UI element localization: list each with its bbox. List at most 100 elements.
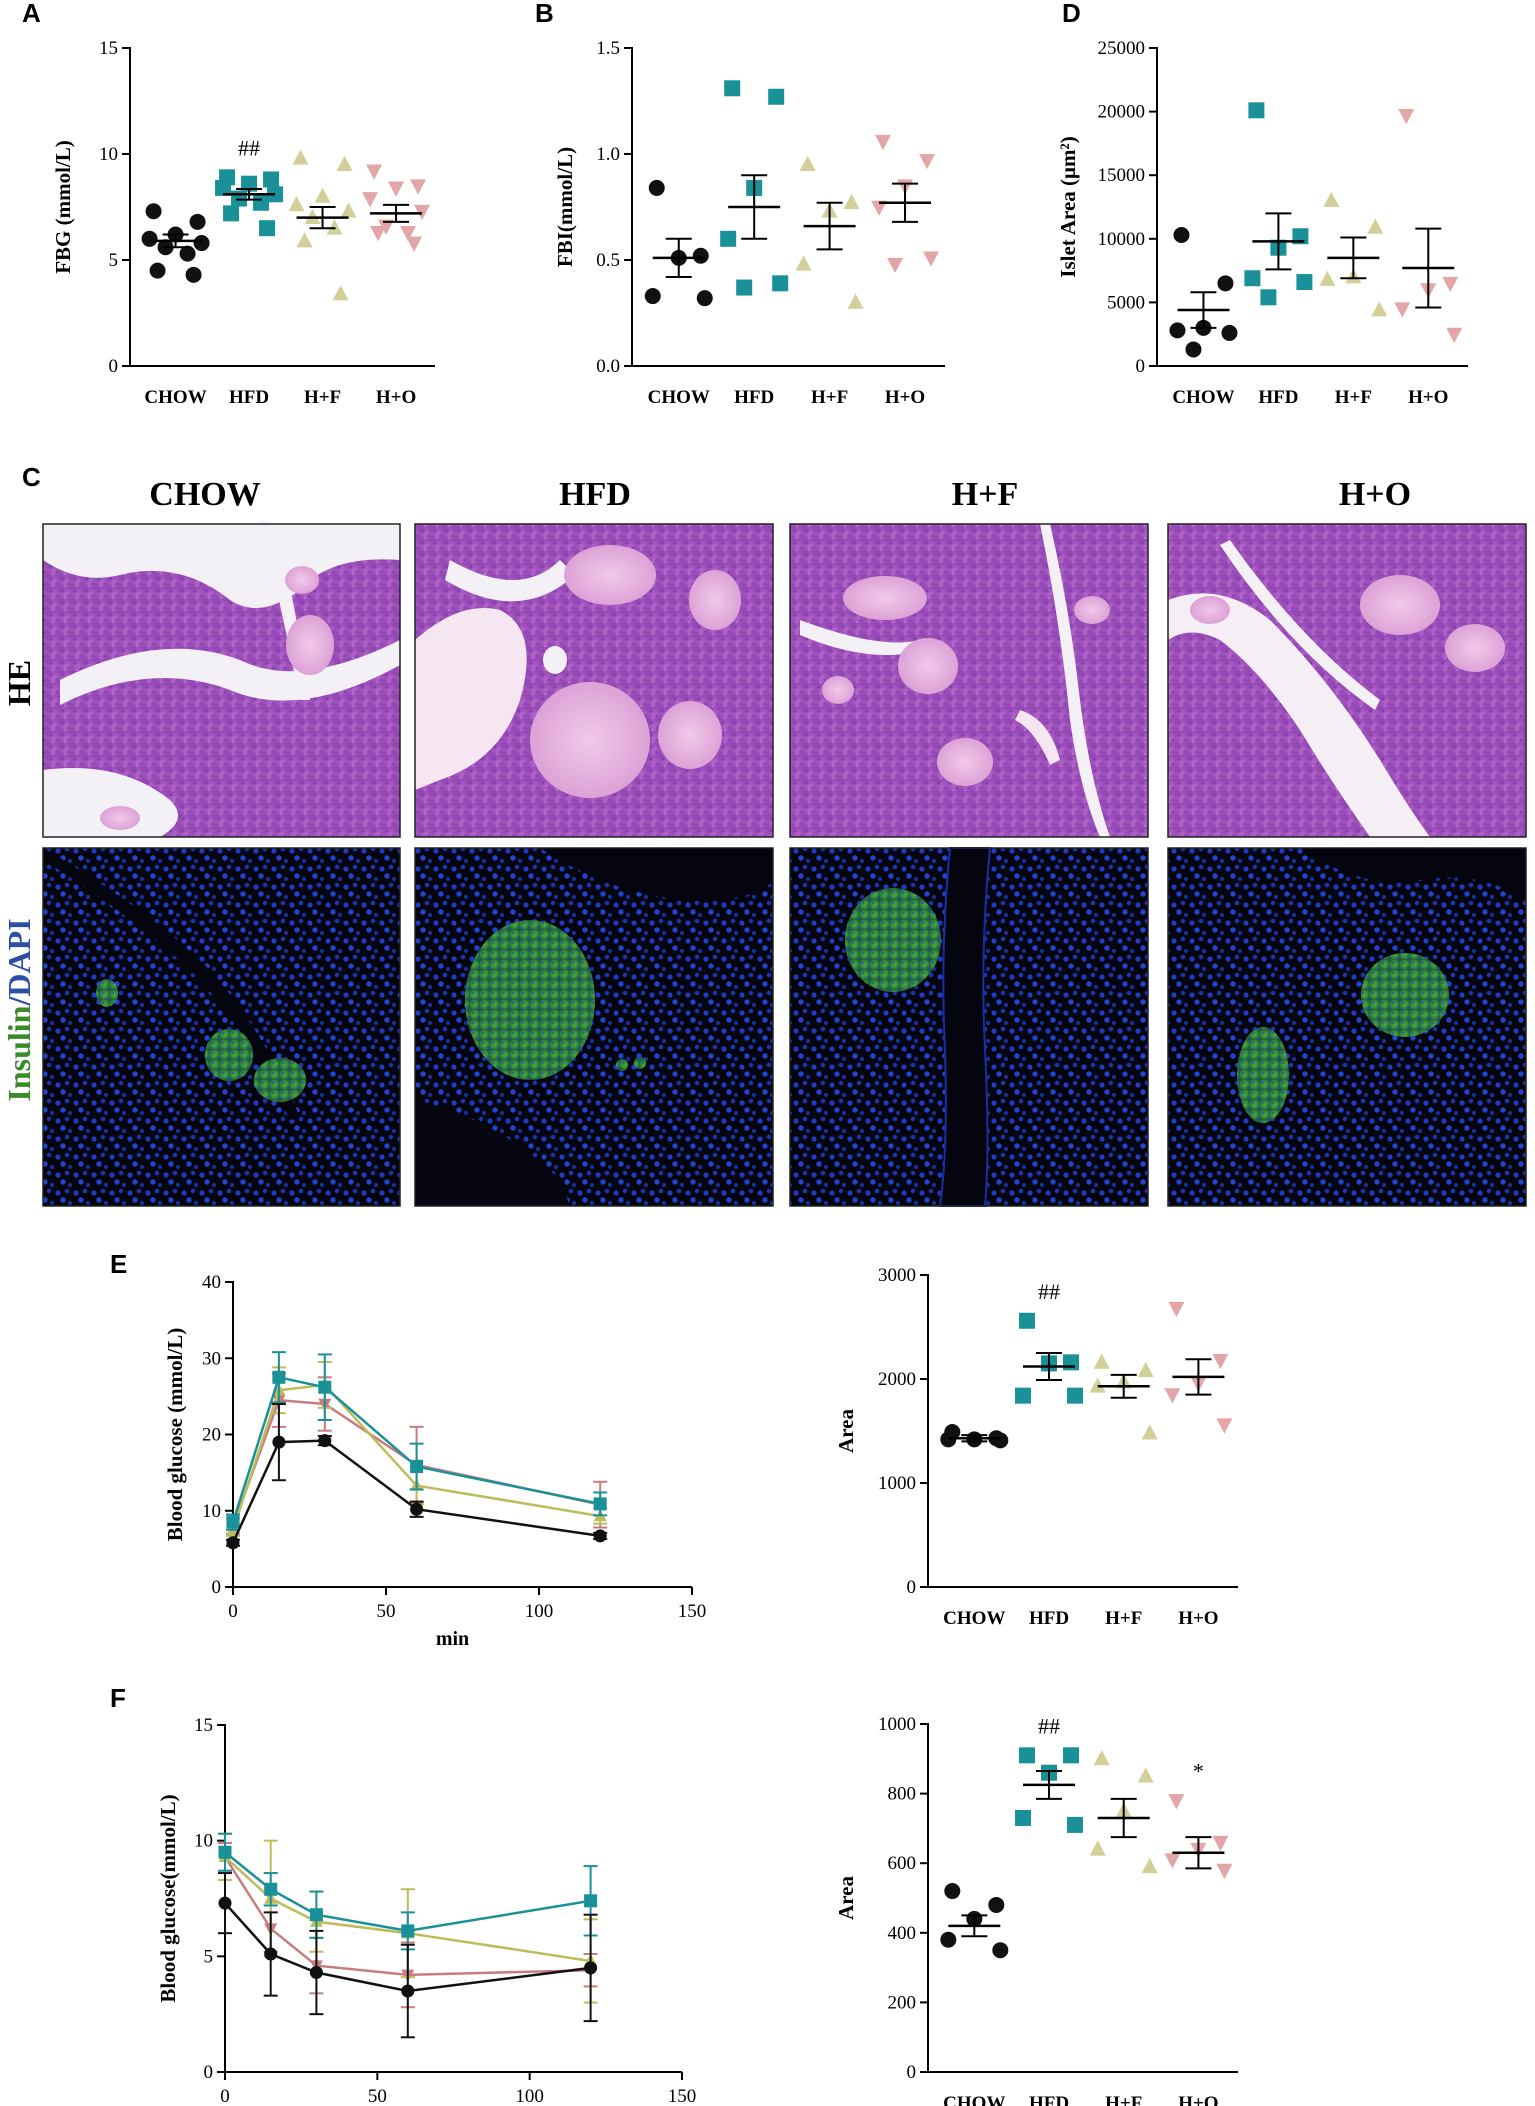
series-hfd-point <box>410 1460 424 1474</box>
data-point-hf <box>1367 218 1384 234</box>
panel-letter-f: F <box>110 1683 126 1713</box>
x-tick-label: 50 <box>377 1601 396 1622</box>
x-tick-label: 0 <box>228 1601 238 1622</box>
row-title-sep: / <box>1 996 37 1007</box>
data-point-chow <box>940 1931 957 1948</box>
data-point-ho <box>1168 1301 1185 1318</box>
y-tick-label: 1.0 <box>596 144 620 165</box>
y-tick-label: 5 <box>204 1946 214 1967</box>
significance-mark: ## <box>1038 1713 1060 1738</box>
data-point-hfd <box>263 171 280 188</box>
row-title-he: HE <box>1 660 37 706</box>
x-category-label: H+O <box>376 387 416 408</box>
data-point-hfd <box>253 194 270 211</box>
data-point-ho <box>1216 1418 1233 1434</box>
data-point-chow <box>185 266 202 283</box>
chart-e-area: 0 1000 2000 3000 Area CHOW HFD H+F H+O ## <box>834 1265 1238 1629</box>
y-tick-label: 600 <box>888 1853 917 1874</box>
y-axis-title: FBG (mmol/L) <box>51 140 75 274</box>
series-chow-point <box>272 1435 286 1449</box>
y-tick-label: 0 <box>907 2062 917 2083</box>
data-point-ho <box>1216 1863 1233 1879</box>
data-point-ho <box>1212 1353 1229 1370</box>
y-axis-title: Islet Area (μm²) <box>1056 136 1080 277</box>
series-chow-point <box>593 1529 607 1543</box>
series-hfd-point <box>309 1908 323 1922</box>
chart-f-area: 0 200 400 600 800 1000 Area CHOW HFD H+F H+O ## * <box>834 1713 1238 2106</box>
if-image-ho <box>1167 847 1527 1207</box>
series-chow-point <box>264 1947 278 1961</box>
x-category-label: CHOW <box>1172 387 1234 408</box>
row-title-dapi: DAPI <box>1 918 37 996</box>
x-category-label: CHOW <box>943 2093 1005 2106</box>
x-category-label: H+O <box>1178 1608 1218 1629</box>
y-tick-label: 200 <box>888 1992 917 2013</box>
x-category-label: HFD <box>1029 2093 1069 2106</box>
y-tick-label: 40 <box>202 1272 221 1293</box>
data-point-ho <box>887 257 904 274</box>
y-tick-label: 1.5 <box>596 38 620 59</box>
data-point-ho <box>388 181 405 197</box>
column-title-ho: H+O <box>1339 476 1411 513</box>
data-point-hfd <box>231 190 248 207</box>
x-category-label: H+F <box>1105 2093 1142 2106</box>
charts-layer: 0 5 10 15 FBG (mmol/L) CHOW HFD H+F H+O ## A 0.0 0.5… <box>22 0 1468 2106</box>
data-point-hf <box>292 149 309 165</box>
data-point-ho <box>366 164 383 180</box>
data-point-hfd <box>1015 1809 1032 1826</box>
x-tick-label: 100 <box>515 2086 544 2106</box>
row-title-insulin-dapi: Insulin/DAPI <box>1 918 37 1101</box>
data-point-chow <box>189 213 206 230</box>
y-tick-label: 15000 <box>1098 165 1146 186</box>
data-point-hfd <box>1248 102 1265 119</box>
data-point-ho <box>1446 327 1463 343</box>
y-tick-label: 3000 <box>878 1265 916 1286</box>
data-point-hfd <box>1015 1387 1032 1404</box>
y-tick-label: 15 <box>99 38 118 59</box>
data-point-ho <box>1394 302 1411 318</box>
x-category-label: H+F <box>1335 387 1372 408</box>
data-point-chow <box>149 262 166 279</box>
y-tick-label: 1000 <box>878 1473 916 1494</box>
data-point-chow <box>992 1432 1009 1449</box>
y-tick-label: 10000 <box>1098 229 1146 250</box>
data-point-hfd <box>1260 289 1277 306</box>
data-point-ho <box>362 192 379 208</box>
y-tick-label: 5000 <box>1107 292 1145 313</box>
data-point-hfd <box>768 88 785 105</box>
data-point-chow <box>1185 341 1202 358</box>
panel-letter-b: B <box>535 0 554 28</box>
if-image-chow <box>42 847 401 1207</box>
x-tick-label: 0 <box>220 2086 230 2106</box>
y-axis-title: Blood glucose(mmol/L) <box>156 1794 180 2002</box>
chart-e-curve: 0 10 20 30 40 Blood glucose (mmol/L) 0 50 100 150… <box>110 1249 706 1650</box>
data-point-ho <box>406 236 423 252</box>
y-tick-label: 2000 <box>878 1369 916 1390</box>
x-axis-title: min <box>436 1628 469 1650</box>
histology-panel: C CHOW HFD H+F H+O HE Insulin/DAPI <box>1 462 1527 1207</box>
data-point-chow <box>944 1883 961 1900</box>
chart-d: 0 5000 10000 15000 20000 25000 Islet Area (μm²… <box>1056 0 1468 408</box>
data-point-chow <box>1221 324 1238 341</box>
data-point-chow <box>1169 322 1186 339</box>
y-tick-label: 0 <box>907 1577 917 1598</box>
significance-mark: ## <box>238 135 260 160</box>
data-point-hf <box>332 285 349 301</box>
y-tick-label: 25000 <box>1098 38 1146 59</box>
data-point-hf <box>314 187 331 203</box>
data-point-hfd <box>1067 1816 1084 1833</box>
data-point-hfd <box>1067 1387 1084 1404</box>
data-point-hfd <box>736 279 753 296</box>
data-point-ho <box>1398 109 1415 125</box>
panel-letter-d: D <box>1062 0 1081 28</box>
he-image-chow <box>42 520 401 838</box>
x-category-label: CHOW <box>943 1608 1005 1629</box>
data-point-ho <box>378 219 395 235</box>
series-hfd-point <box>593 1497 607 1511</box>
y-tick-label: 10 <box>99 144 118 165</box>
y-tick-label: 0 <box>109 356 119 377</box>
series-hfd-point <box>584 1894 598 1908</box>
series-hfd-point <box>264 1882 278 1896</box>
y-tick-label: 0.5 <box>596 250 620 271</box>
